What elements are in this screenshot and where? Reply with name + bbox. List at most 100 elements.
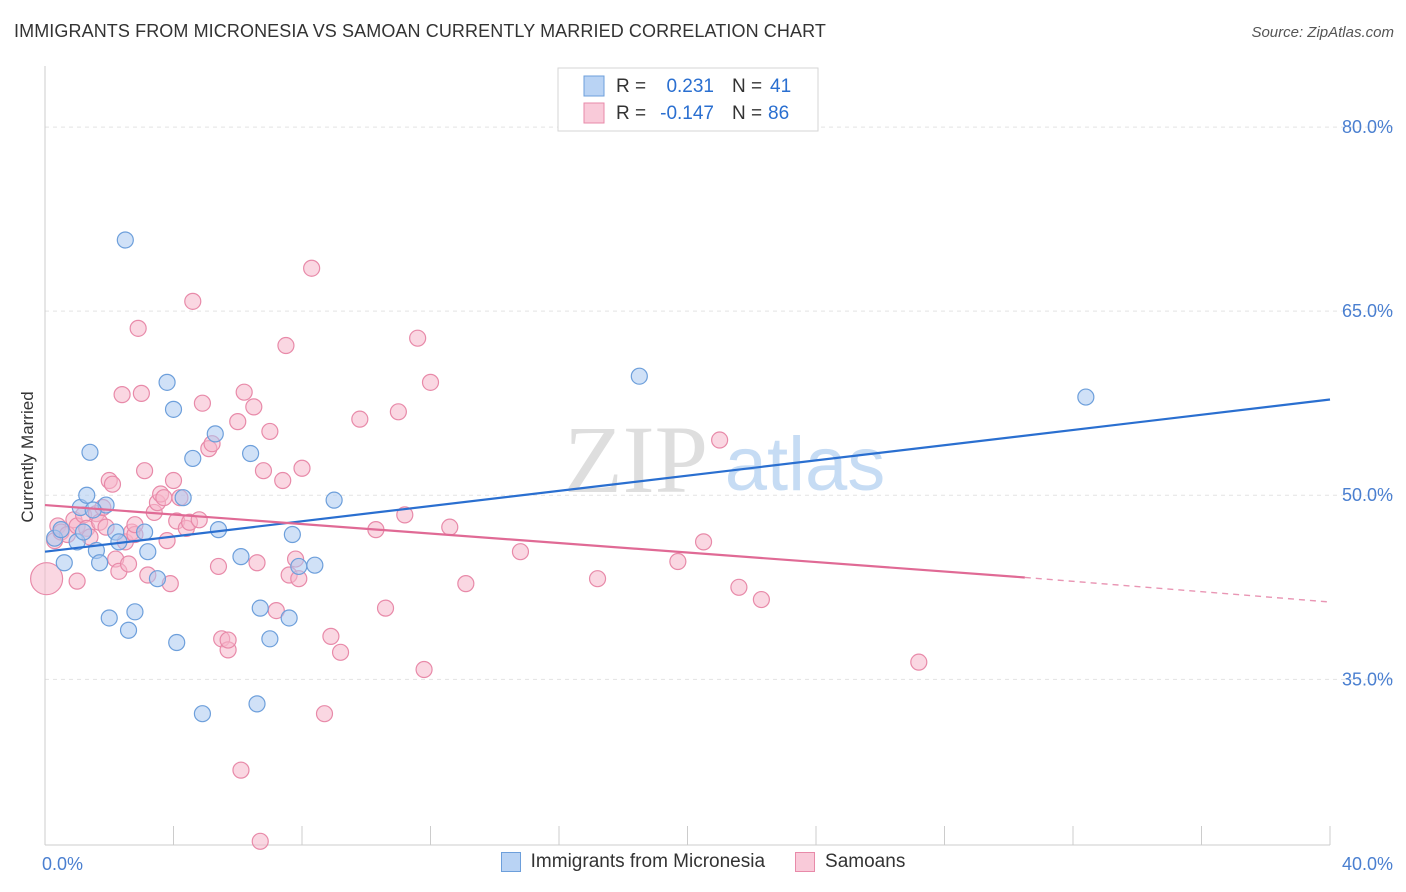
micronesia-point (148, 570, 167, 588)
y-tick-label-0: 80.0% (1342, 117, 1393, 137)
micronesia-point (168, 633, 186, 652)
source-label: Source: ZipAtlas.com (1251, 24, 1394, 41)
micronesia-point (261, 630, 279, 648)
tick-labels: 80.0% 65.0% 50.0% 35.0% 0.0% 40.0% (42, 117, 1393, 874)
samoan-point (209, 557, 228, 576)
samoan-point (68, 572, 86, 590)
samoan-point (248, 554, 266, 572)
legend-item-micronesia[interactable]: Immigrants from Micronesia (500, 851, 766, 873)
samoan-point (164, 471, 183, 490)
y-axis-label: Currently Married (18, 391, 37, 522)
samoan-point (103, 475, 122, 493)
samoan-point (389, 403, 407, 421)
legend-n-value-2: 86 (768, 103, 789, 124)
samoan-point (113, 386, 131, 404)
y-tick-label-1: 65.0% (1342, 301, 1393, 321)
micronesia-points (46, 231, 1095, 723)
legend-r-label-1: R = (616, 76, 646, 97)
micronesia-point (232, 548, 250, 566)
legend-swatch-pink (583, 102, 605, 124)
samoan-point (396, 506, 414, 524)
correlation-legend: R = 0.231 N = 41 R = -0.147 N = 86 (557, 67, 819, 132)
micronesia-point (78, 486, 96, 504)
micronesia-point (91, 554, 109, 572)
micronesia-point (74, 523, 93, 541)
y-tick-label-3: 35.0% (1342, 669, 1393, 689)
series-legend: Immigrants from Micronesia Samoans (0, 851, 1406, 873)
samoan-point (421, 373, 440, 391)
samoan-point (293, 459, 311, 477)
samoan-point (261, 422, 279, 441)
samoan-point (277, 336, 295, 355)
samoan-point (351, 410, 369, 428)
micronesia-point (184, 449, 202, 468)
samoan-point (135, 462, 154, 480)
samoan-point (730, 578, 748, 596)
samoans-points (30, 259, 928, 850)
chart-title: IMMIGRANTS FROM MICRONESIA VS SAMOAN CUR… (14, 21, 826, 41)
legend-label-samoans: Samoans (825, 851, 906, 872)
micronesia-point (290, 557, 308, 576)
samoan-point (30, 562, 64, 596)
micronesia-point (158, 373, 176, 391)
micronesia-point (164, 400, 183, 418)
watermark: ZIP atlas (564, 406, 885, 513)
micronesia-point (630, 367, 648, 385)
legend-n-label-1: N = (732, 76, 762, 97)
legend-item-samoans[interactable]: Samoans (795, 851, 905, 873)
micronesia-point (52, 521, 70, 539)
micronesia-point (242, 444, 260, 463)
micronesia-point (174, 489, 192, 507)
samoan-point (441, 518, 459, 536)
micronesia-point (1077, 388, 1095, 406)
samoan-point (251, 832, 269, 850)
legend-swatch-blue (583, 75, 605, 97)
micronesia-point (283, 525, 301, 544)
samoan-point (232, 761, 250, 779)
samoan-point (129, 319, 147, 337)
micronesia-point (116, 231, 134, 249)
samoan-point (511, 543, 530, 561)
watermark-zip: ZIP (564, 406, 708, 513)
micronesia-point (135, 523, 154, 541)
micronesia-point (280, 609, 298, 627)
samoan-point (219, 631, 237, 649)
x-tick-label-0: 0.0% (42, 854, 83, 874)
micronesia-point (139, 543, 157, 561)
micronesia-point (100, 609, 118, 627)
samoan-point (245, 398, 263, 416)
micronesia-point (55, 554, 73, 572)
legend-r-label-2: R = (616, 103, 646, 124)
samoan-point (752, 590, 770, 609)
samoan-point (303, 259, 321, 277)
legend-label-micronesia: Immigrants from Micronesia (530, 851, 766, 872)
samoan-point (315, 705, 334, 723)
micronesia-point (306, 556, 324, 574)
samoan-point (184, 292, 202, 310)
samoan-point (193, 394, 212, 412)
samoan-point (669, 552, 687, 571)
trend-lines (44, 398, 1331, 603)
legend-n-value-1: 41 (770, 76, 791, 97)
micronesia-point (325, 491, 343, 509)
micronesia-point (248, 695, 266, 713)
samoan-point (910, 653, 928, 671)
micronesia-point (126, 603, 144, 621)
legend-r-value-2: -0.147 (660, 103, 714, 124)
samoan-point (376, 599, 395, 617)
samoan-point (274, 471, 292, 490)
samoan-point (190, 511, 208, 529)
samoan-point (158, 532, 176, 550)
micronesia-point (206, 425, 224, 443)
legend-n-label-2: N = (732, 103, 762, 124)
legend-swatch-micronesia (500, 852, 521, 872)
x-tick-label-1: 40.0% (1342, 854, 1393, 874)
samoan-trend-line (44, 503, 1025, 579)
y-tick-label-2: 50.0% (1342, 485, 1393, 505)
micronesia-trend-line (44, 398, 1331, 553)
samoan-point (694, 533, 713, 551)
samoan-point (711, 431, 729, 449)
micronesia-point (119, 621, 138, 639)
samoan-point (229, 413, 247, 431)
